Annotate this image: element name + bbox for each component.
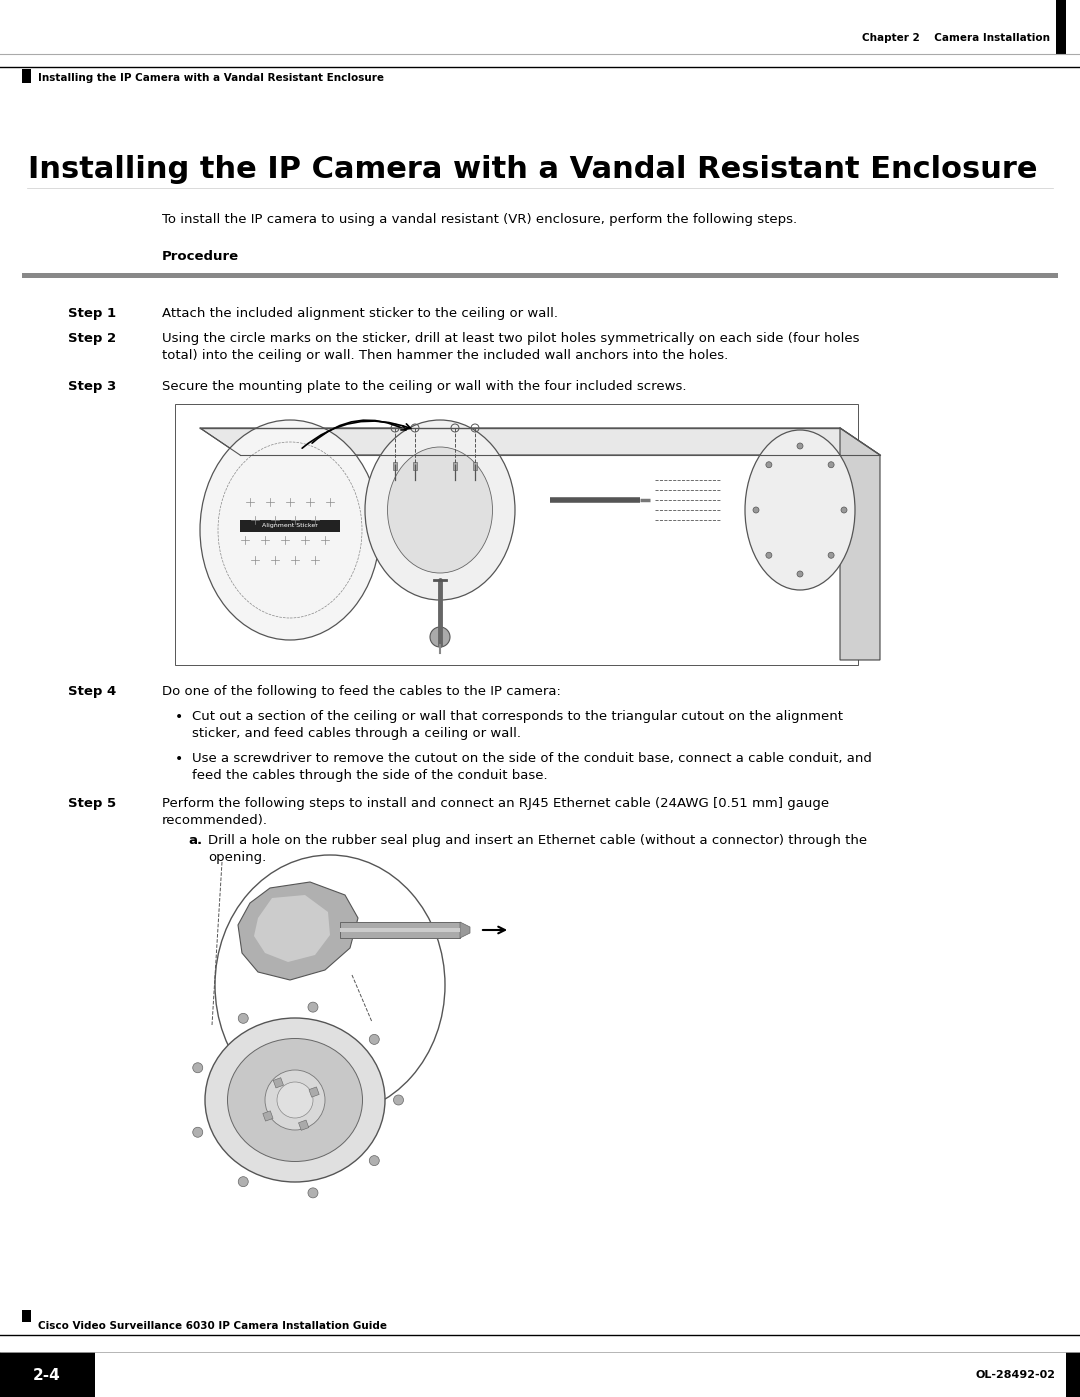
Polygon shape	[460, 922, 470, 937]
Bar	[273, 1077, 283, 1088]
Text: Using the circle marks on the sticker, drill at least two pilot holes symmetrica: Using the circle marks on the sticker, d…	[162, 332, 860, 362]
Text: To install the IP camera to using a vandal resistant (VR) enclosure, perform the: To install the IP camera to using a vand…	[162, 214, 797, 226]
Circle shape	[797, 571, 804, 577]
Circle shape	[308, 1002, 318, 1013]
Text: Step 4: Step 4	[68, 685, 117, 698]
Ellipse shape	[745, 430, 855, 590]
Polygon shape	[840, 427, 880, 659]
Circle shape	[239, 1176, 248, 1186]
Text: Use a screwdriver to remove the cutout on the side of the conduit base, connect : Use a screwdriver to remove the cutout o…	[192, 752, 872, 782]
Circle shape	[828, 462, 834, 468]
Circle shape	[430, 627, 450, 647]
Bar	[340, 928, 460, 932]
Text: Do one of the following to feed the cables to the IP camera:: Do one of the following to feed the cabl…	[162, 685, 561, 698]
Bar	[175, 404, 858, 665]
Bar	[22, 272, 1058, 278]
Circle shape	[276, 1083, 313, 1118]
Bar	[473, 462, 477, 469]
Bar	[413, 462, 417, 469]
Circle shape	[828, 552, 834, 559]
Text: Step 2: Step 2	[68, 332, 117, 345]
Bar	[298, 1120, 309, 1130]
Text: Chapter 2    Camera Installation: Chapter 2 Camera Installation	[862, 34, 1050, 43]
Text: Step 3: Step 3	[68, 380, 117, 393]
Text: Step 5: Step 5	[68, 798, 117, 810]
Bar	[393, 462, 397, 469]
Polygon shape	[200, 427, 880, 455]
Text: Attach the included alignment sticker to the ceiling or wall.: Attach the included alignment sticker to…	[162, 307, 558, 320]
Text: 2-4: 2-4	[33, 1368, 60, 1383]
Bar	[1056, 0, 1066, 54]
Ellipse shape	[215, 855, 445, 1115]
Circle shape	[308, 1187, 318, 1197]
Text: Perform the following steps to install and connect an RJ45 Ethernet cable (24AWG: Perform the following steps to install a…	[162, 798, 829, 827]
Circle shape	[265, 1070, 325, 1130]
Bar	[22, 1310, 31, 1322]
Bar	[0, 1352, 95, 1397]
Text: Step 1: Step 1	[68, 307, 117, 320]
Circle shape	[192, 1127, 203, 1137]
Text: Cut out a section of the ceiling or wall that corresponds to the triangular cuto: Cut out a section of the ceiling or wall…	[192, 710, 843, 740]
Text: Installing the IP Camera with a Vandal Resistant Enclosure: Installing the IP Camera with a Vandal R…	[28, 155, 1038, 184]
Polygon shape	[238, 882, 357, 981]
Circle shape	[369, 1034, 379, 1045]
Circle shape	[192, 1063, 203, 1073]
Text: OL-28492-02: OL-28492-02	[975, 1370, 1055, 1380]
Ellipse shape	[228, 1038, 363, 1161]
Text: Procedure: Procedure	[162, 250, 239, 263]
Circle shape	[393, 1095, 404, 1105]
Bar	[1066, 1352, 1080, 1397]
Circle shape	[766, 462, 772, 468]
Circle shape	[766, 552, 772, 559]
Bar	[262, 1111, 273, 1122]
Bar	[309, 1087, 320, 1097]
Ellipse shape	[365, 420, 515, 599]
Circle shape	[369, 1155, 379, 1165]
Text: Cisco Video Surveillance 6030 IP Camera Installation Guide: Cisco Video Surveillance 6030 IP Camera …	[38, 1322, 387, 1331]
FancyArrowPatch shape	[312, 420, 406, 443]
Circle shape	[841, 507, 847, 513]
Text: •: •	[175, 710, 184, 724]
Text: a.: a.	[188, 834, 202, 847]
Circle shape	[797, 443, 804, 448]
Circle shape	[239, 1013, 248, 1024]
Text: Alignment Sticker: Alignment Sticker	[262, 524, 318, 528]
Bar	[22, 68, 31, 82]
Text: Installing the IP Camera with a Vandal Resistant Enclosure: Installing the IP Camera with a Vandal R…	[38, 73, 384, 82]
Text: Drill a hole on the rubber seal plug and insert an Ethernet cable (without a con: Drill a hole on the rubber seal plug and…	[208, 834, 867, 863]
Bar	[340, 922, 460, 937]
Ellipse shape	[205, 1018, 384, 1182]
Text: Secure the mounting plate to the ceiling or wall with the four included screws.: Secure the mounting plate to the ceiling…	[162, 380, 687, 393]
Text: •: •	[175, 752, 184, 766]
Bar	[240, 520, 340, 532]
Circle shape	[753, 507, 759, 513]
Ellipse shape	[200, 420, 380, 640]
Bar	[453, 462, 457, 469]
Ellipse shape	[388, 447, 492, 573]
Polygon shape	[254, 895, 330, 963]
